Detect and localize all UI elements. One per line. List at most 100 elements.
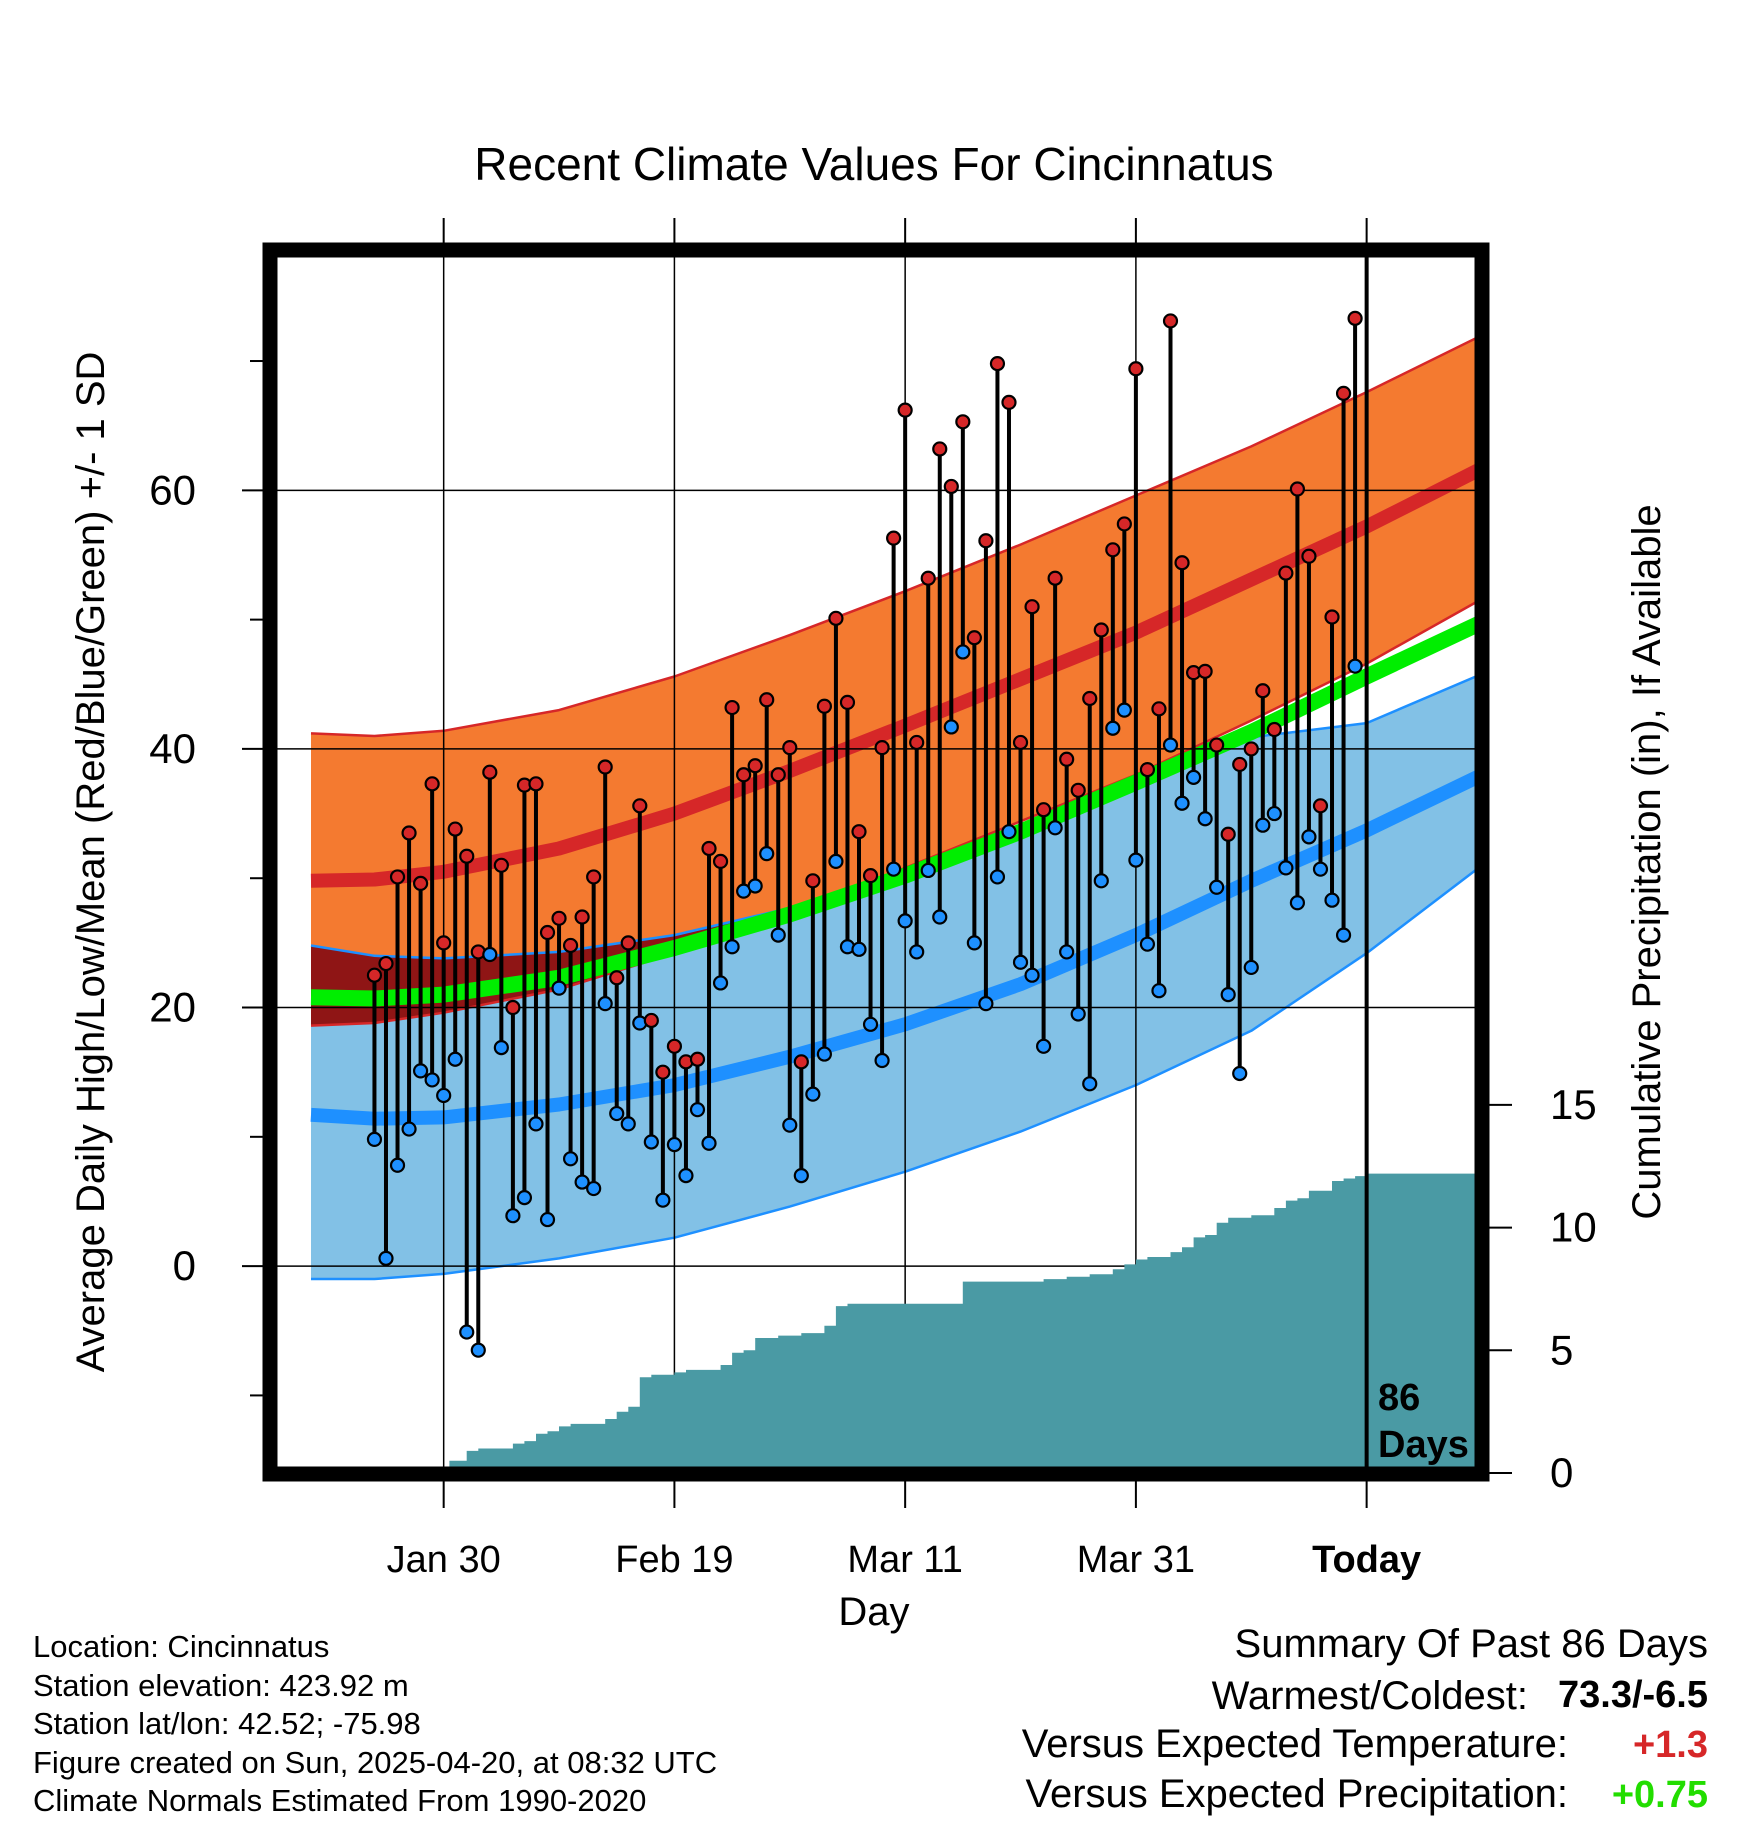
daily-low-point xyxy=(1301,829,1317,845)
today-days-count: 86 xyxy=(1378,1377,1420,1419)
y-tick-label: 60 xyxy=(149,466,196,513)
daily-low-point xyxy=(978,996,994,1012)
daily-low-point xyxy=(597,996,613,1012)
daily-low-point xyxy=(505,1208,521,1224)
low-lower-edge xyxy=(311,864,1482,1281)
precip-departure-value: +0.75 xyxy=(1611,1774,1708,1816)
chart-title: Recent Climate Values For Cincinnatus xyxy=(474,138,1273,190)
daily-low-point xyxy=(1324,892,1340,908)
daily-high-point xyxy=(574,909,590,925)
summary-title: Summary Of Past 86 Days xyxy=(1234,1622,1708,1666)
daily-low-point xyxy=(574,1174,590,1190)
daily-low-point xyxy=(1024,967,1040,983)
daily-low-point xyxy=(805,1086,821,1102)
daily-high-point xyxy=(620,935,636,951)
daily-high-point xyxy=(413,875,429,891)
daily-high-point xyxy=(632,798,648,814)
daily-high-point xyxy=(874,740,890,756)
daily-low-point xyxy=(782,1117,798,1133)
daily-high-point xyxy=(1151,701,1167,717)
daily-low-point xyxy=(1278,860,1294,876)
daily-high-point xyxy=(1243,741,1259,757)
daily-low-point xyxy=(1035,1038,1052,1054)
x-tick-label: Jan 30 xyxy=(387,1539,501,1581)
daily-low-point xyxy=(724,939,740,955)
daily-low-point xyxy=(401,1121,417,1137)
daily-high-point xyxy=(1070,782,1086,798)
y-axis-label: Average Daily High/Low/Mean (Red/Blue/Gr… xyxy=(69,352,113,1373)
daily-high-point xyxy=(493,857,509,873)
daily-high-point xyxy=(978,533,994,549)
elevation-text: Station elevation: 423.92 m xyxy=(33,1667,409,1703)
created-text: Figure created on Sun, 2025-04-20, at 08… xyxy=(33,1744,718,1780)
daily-low-point xyxy=(816,1046,832,1062)
daily-low-point xyxy=(470,1342,486,1358)
daily-low-point xyxy=(897,913,913,929)
x-tick-label: Feb 19 xyxy=(615,1539,733,1581)
daily-low-point xyxy=(1220,986,1236,1003)
x-axis-label: Day xyxy=(838,1590,909,1634)
daily-high-point xyxy=(1324,609,1340,625)
daily-high-point xyxy=(782,740,798,756)
daily-low-point xyxy=(1162,737,1179,753)
daily-high-point xyxy=(551,910,567,926)
daily-low-point xyxy=(1093,873,1109,889)
daily-low-point xyxy=(1185,769,1202,785)
daily-high-point xyxy=(1220,826,1236,842)
location-text: Location: Cincinnatus xyxy=(33,1629,330,1664)
daily-low-point xyxy=(770,927,786,943)
daily-low-point xyxy=(712,975,729,991)
daily-low-point xyxy=(1347,658,1363,674)
daily-low-point xyxy=(643,1134,659,1150)
daily-low-point xyxy=(886,861,902,877)
daily-high-point xyxy=(597,759,613,775)
daily-low-point xyxy=(1232,1065,1248,1082)
daily-low-point xyxy=(493,1040,509,1056)
daily-high-point xyxy=(539,924,556,941)
daily-low-point xyxy=(955,644,971,660)
daily-low-point xyxy=(1128,852,1144,868)
daily-high-point xyxy=(1047,570,1063,586)
warmest-coldest-value: 73.3/-6.5 xyxy=(1558,1674,1708,1716)
y2-tick-label: 0 xyxy=(1550,1449,1573,1496)
daily-low-point xyxy=(459,1324,475,1340)
daily-high-point xyxy=(1289,481,1306,497)
daily-high-point xyxy=(378,955,394,972)
daily-high-point xyxy=(770,767,786,783)
low-normal-line xyxy=(310,768,1482,1126)
daily-low-point xyxy=(1082,1076,1098,1092)
daily-low-point xyxy=(1105,720,1121,736)
daily-low-point xyxy=(609,1105,625,1122)
daily-low-point xyxy=(528,1116,544,1132)
daily-high-point xyxy=(839,694,856,710)
daily-high-point xyxy=(562,937,579,954)
daily-high-point xyxy=(966,630,982,646)
daily-high-point xyxy=(1335,385,1352,401)
daily-low-point xyxy=(1059,944,1075,960)
daily-low-point xyxy=(759,846,775,862)
daily-high-point xyxy=(1255,683,1271,699)
daily-low-point xyxy=(909,944,925,960)
daily-low-point xyxy=(1047,820,1063,836)
daily-low-point xyxy=(943,719,959,735)
daily-high-point xyxy=(643,1012,659,1029)
daily-high-point xyxy=(1012,734,1029,751)
daily-high-point xyxy=(482,764,498,780)
daily-high-point xyxy=(805,873,821,889)
daily-high-point xyxy=(886,530,902,546)
daily-low-point xyxy=(966,935,982,951)
today-days-label: Days xyxy=(1378,1424,1469,1466)
daily-high-point xyxy=(1001,394,1017,410)
daily-high-point xyxy=(989,356,1006,372)
daily-low-point xyxy=(447,1051,463,1067)
daily-low-point xyxy=(655,1192,671,1208)
x-tick-label: Today xyxy=(1312,1539,1421,1581)
daily-high-point xyxy=(1162,313,1179,329)
y-tick-label: 40 xyxy=(149,725,196,772)
daily-high-point xyxy=(528,776,544,792)
daily-low-point xyxy=(1070,1006,1086,1022)
daily-low-point xyxy=(1139,936,1156,952)
daily-high-point xyxy=(401,825,417,841)
daily-high-point xyxy=(1278,565,1294,581)
daily-high-point xyxy=(793,1054,809,1070)
